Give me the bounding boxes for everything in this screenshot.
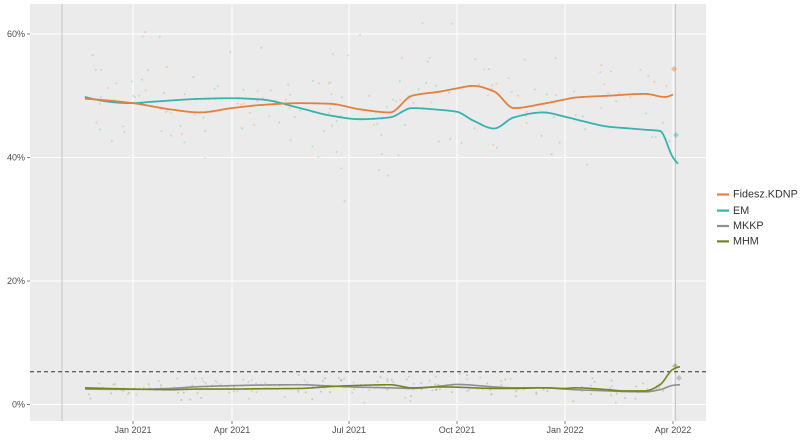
svg-text:20%: 20% — [7, 276, 25, 286]
svg-text:Jan 2022: Jan 2022 — [546, 425, 583, 435]
svg-text:60%: 60% — [7, 29, 25, 39]
svg-text:EM: EM — [733, 205, 749, 217]
svg-text:40%: 40% — [7, 153, 25, 163]
svg-text:Apr 2021: Apr 2021 — [214, 425, 251, 435]
svg-text:Oct 2021: Oct 2021 — [439, 425, 476, 435]
svg-text:Apr 2022: Apr 2022 — [655, 425, 692, 435]
svg-text:0%: 0% — [12, 400, 25, 410]
svg-text:Jan 2021: Jan 2021 — [114, 425, 151, 435]
svg-text:Fidesz.KDNP: Fidesz.KDNP — [733, 189, 798, 201]
svg-text:Jul 2021: Jul 2021 — [332, 425, 366, 435]
svg-text:MKKP: MKKP — [733, 220, 764, 232]
svg-text:MHM: MHM — [733, 236, 759, 248]
